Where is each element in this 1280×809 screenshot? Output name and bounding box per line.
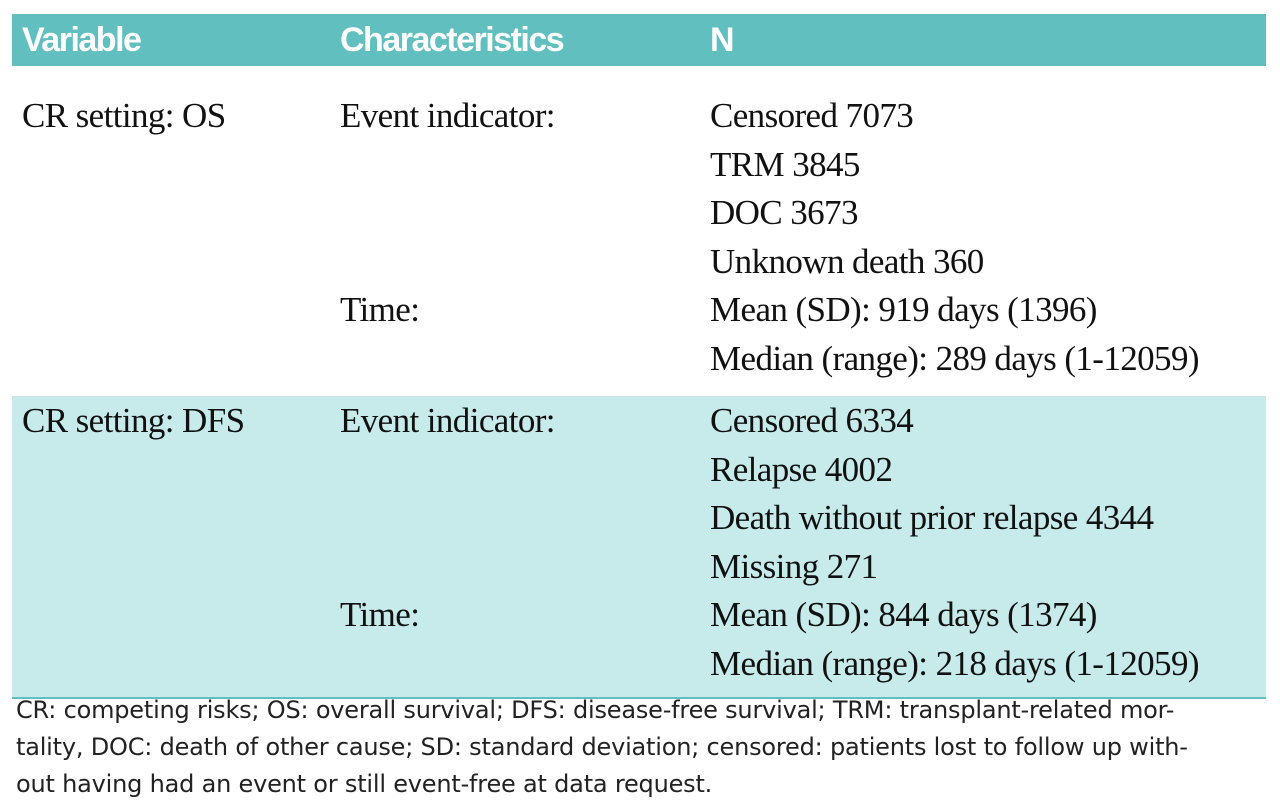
event-value: Missing 271 [710, 546, 878, 586]
header-variable: Variable [22, 21, 142, 59]
variable-cell: CR setting: OS [22, 96, 226, 135]
time-value: Median (range): 289 days (1-12059) [710, 338, 1200, 378]
time-value: Mean (SD): 844 days (1374) [710, 595, 1097, 634]
variable-cell: CR setting: DFS [22, 401, 245, 440]
table-footnote: CR: competing risks; OS: overall surviva… [16, 692, 1266, 803]
time-values: Mean (SD): 919 days (1396) Median (range… [710, 286, 1200, 383]
event-indicator-label: Event indicator: [340, 401, 556, 440]
footnote-line: tality, DOC: death of other cause; SD: s… [16, 733, 1188, 761]
event-value: TRM 3845 [710, 144, 860, 184]
row-group-dfs: CR setting: DFS Event indicator: Censore… [12, 397, 1266, 699]
time-value: Median (range): 218 days (1-12059) [710, 643, 1200, 683]
footnote-line: out having had an event or still event-f… [16, 770, 713, 798]
time-values: Mean (SD): 844 days (1374) Median (range… [710, 591, 1200, 688]
time-label: Time: [340, 290, 420, 329]
event-values: Censored 7073 TRM 3845 DOC 3673 Unknown … [710, 92, 984, 286]
time-value: Mean (SD): 919 days (1396) [710, 290, 1097, 329]
header-characteristics: Characteristics [340, 21, 565, 59]
data-table: Variable Characteristics N CR setting: O… [12, 14, 1266, 699]
time-label: Time: [340, 595, 420, 634]
header-n: N [710, 21, 735, 59]
event-value: Unknown death 360 [710, 241, 984, 281]
table-header: Variable Characteristics N [12, 14, 1266, 66]
event-value: DOC 3673 [710, 193, 858, 232]
event-values: Censored 6334 Relapse 4002 Death without… [710, 397, 1154, 591]
row-group-os: CR setting: OS Event indicator: Censored… [12, 66, 1266, 397]
event-value: Censored 6334 [710, 401, 914, 440]
footnote-line: CR: competing risks; OS: overall surviva… [16, 696, 1175, 724]
event-value: Death without prior relapse 4344 [710, 498, 1154, 537]
event-indicator-label: Event indicator: [340, 96, 556, 135]
event-value: Censored 7073 [710, 96, 914, 135]
event-value: Relapse 4002 [710, 449, 893, 489]
